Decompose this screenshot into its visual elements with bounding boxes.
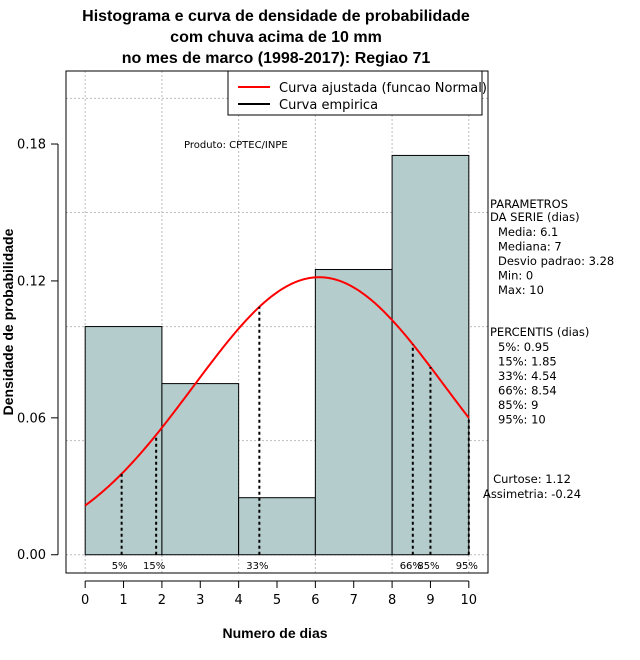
legend-box (227, 70, 483, 116)
parametros-line: Max: 10 (498, 283, 544, 297)
legend-label: Curva ajustada (funcao Normal) (279, 81, 487, 96)
y-tick-label: 0.00 (17, 548, 46, 563)
percentile-label: 66% (400, 561, 422, 572)
percentis-line: 15%: 1.85 (498, 355, 557, 369)
x-tick-label: 0 (81, 593, 89, 608)
percentis-line: 85%: 9 (498, 398, 538, 412)
x-axis-title: Numero de dias (222, 625, 327, 641)
x-tick-label: 9 (426, 593, 434, 608)
chart-title-line: Histograma e curva de densidade de proba… (82, 8, 470, 25)
skewness-text: Assimetria: -0.24 (483, 487, 581, 501)
percentis-line: 33%: 4.54 (498, 369, 557, 383)
percentis-header: PERCENTIS (dias) (490, 325, 589, 339)
x-tick-label: 10 (461, 593, 478, 608)
chart-title-line: com chuva acima de 10 mm (170, 29, 382, 46)
x-tick-label: 6 (311, 593, 319, 608)
x-tick-label: 8 (388, 593, 396, 608)
percentile-label: 85% (417, 561, 439, 572)
percentile-label: 5% (112, 561, 128, 572)
x-tick-label: 7 (350, 593, 358, 608)
y-tick-label: 0.06 (17, 411, 46, 426)
kurtosis-text: Curtose: 1.12 (493, 472, 571, 486)
histogram-bar (161, 383, 240, 556)
percentile-label: 95% (456, 561, 478, 572)
parametros-header: DA SERIE (dias) (490, 210, 580, 224)
histogram-bar (238, 497, 316, 556)
percentis-line: 95%: 10 (498, 413, 546, 427)
histogram-bar (84, 326, 163, 556)
parametros-line: Min: 0 (498, 269, 533, 283)
x-tick-label: 1 (119, 593, 127, 608)
parametros-line: Mediana: 7 (498, 240, 562, 254)
parametros-header: PARAMETROS (490, 197, 568, 211)
y-axis-title: Densidade de probabilidade (0, 228, 16, 415)
x-tick-label: 3 (196, 593, 204, 608)
histogram-bar (314, 269, 393, 556)
product-annotation: Produto: CPTEC/INPE (184, 140, 288, 151)
y-tick-label: 0.12 (17, 274, 46, 289)
chart-title-line: no mes de marco (1998-2017): Regiao 71 (122, 50, 431, 67)
histogram-bar (391, 154, 470, 556)
parametros-line: Media: 6.1 (498, 225, 558, 239)
x-tick-label: 5 (273, 593, 281, 608)
x-tick-label: 2 (158, 593, 166, 608)
percentile-label: 15% (143, 561, 165, 572)
legend-label: Curva empirica (279, 98, 378, 113)
y-tick-label: 0.18 (17, 138, 46, 153)
percentis-line: 66%: 8.54 (498, 384, 557, 398)
percentis-line: 5%: 0.95 (498, 340, 549, 354)
percentile-label: 33% (246, 561, 268, 572)
normal-density-curve (84, 276, 470, 507)
parametros-line: Desvio padrao: 3.28 (498, 254, 614, 268)
x-tick-label: 4 (234, 593, 242, 608)
